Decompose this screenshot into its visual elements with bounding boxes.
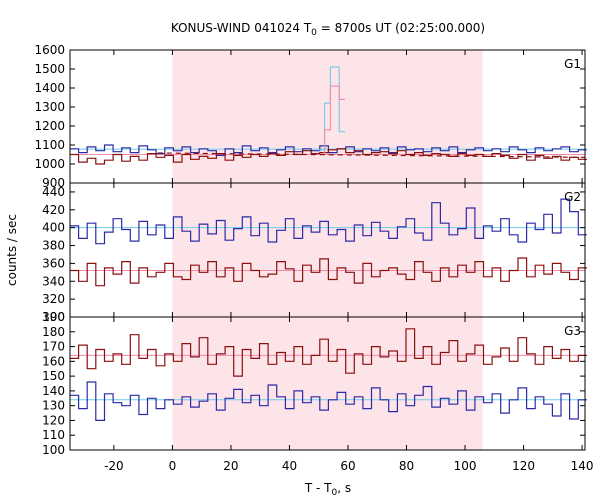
y-tick-label: 1600 (34, 43, 65, 57)
x-tick-label: 20 (223, 459, 238, 473)
y-tick-label: 380 (42, 239, 65, 253)
y-tick-label: 140 (42, 384, 65, 398)
y-tick-label: 100 (42, 443, 65, 457)
y-tick-label: 150 (42, 369, 65, 383)
plot-area: 9001000110012001300140015001600G13003203… (34, 43, 593, 473)
y-tick-label: 110 (42, 428, 65, 442)
x-tick-label: 140 (571, 459, 594, 473)
panel-label: G3 (564, 324, 581, 338)
series-dark_red (70, 257, 587, 287)
y-tick-label: 1500 (34, 62, 65, 76)
x-tick-label: 60 (340, 459, 355, 473)
y-tick-label: 900 (42, 176, 65, 190)
y-tick-label: 1300 (34, 100, 65, 114)
x-tick-label: 80 (399, 459, 414, 473)
y-axis-label: counts / sec (5, 214, 19, 286)
y-tick-label: 170 (42, 340, 65, 354)
y-tick-label: 1200 (34, 119, 65, 133)
x-tick-label: 0 (169, 459, 177, 473)
y-tick-label: 320 (42, 292, 65, 306)
y-tick-label: 360 (42, 256, 65, 270)
y-tick-label: 400 (42, 221, 65, 235)
y-tick-label: 160 (42, 354, 65, 368)
burst-series-pink (318, 85, 346, 156)
y-tick-label: 1100 (34, 138, 65, 152)
y-tick-label: 190 (42, 310, 65, 324)
y-tick-label: 120 (42, 413, 65, 427)
y-tick-label: 130 (42, 399, 65, 413)
y-tick-label: 300 (42, 310, 65, 324)
panel-label: G1 (564, 57, 581, 71)
y-tick-label: 420 (42, 203, 65, 217)
shaded-interval (172, 50, 483, 450)
x-tick-label: 100 (454, 459, 477, 473)
series-blue (70, 198, 587, 245)
x-tick-label: -20 (104, 459, 124, 473)
series-blue (70, 381, 587, 421)
y-tick-label: 1400 (34, 81, 65, 95)
x-tick-label: 40 (282, 459, 297, 473)
chart-title: KONUS-WIND 041024 T0 = 8700s UT (02:25:0… (171, 21, 485, 38)
panel-g2: 300 320 340 360 380 400 420 440 G2 (42, 182, 587, 324)
x-axis-label: T - T0, s (304, 481, 351, 498)
y-tick-label: 1000 (34, 157, 65, 171)
panel-g1: 900 1000 1100 1200 1300 1400 1500 1600 G1 (34, 43, 587, 190)
y-tick-label: 180 (42, 325, 65, 339)
y-tick-label: 340 (42, 274, 65, 288)
y-tick-label: 440 (42, 185, 65, 199)
panel-frame (69, 316, 586, 451)
series-dark_red (70, 148, 587, 165)
series-dark_red (70, 328, 587, 377)
x-tick-label: 120 (512, 459, 535, 473)
panel-label: G2 (564, 190, 581, 204)
